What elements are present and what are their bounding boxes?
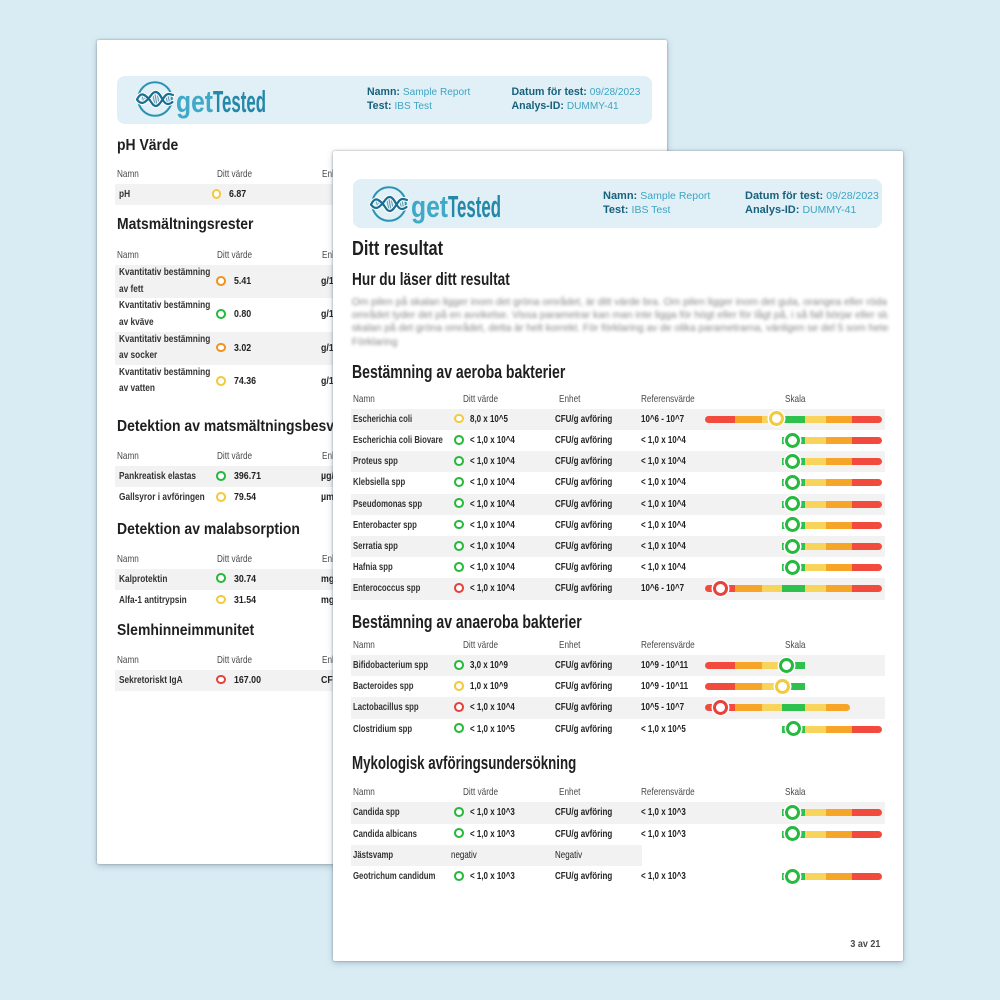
svg-text:getTested: getTested (411, 190, 501, 224)
svg-text:getTested: getTested (176, 85, 266, 119)
